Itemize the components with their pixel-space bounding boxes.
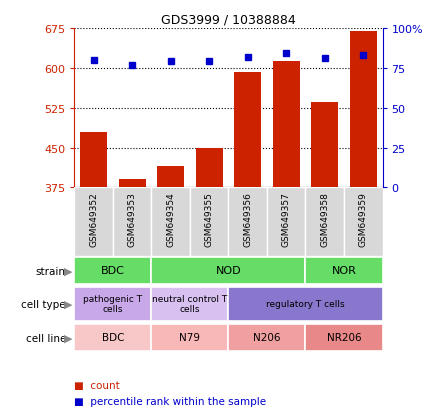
Text: pathogenic T
cells: pathogenic T cells (83, 294, 142, 313)
Bar (190, 188, 229, 256)
Text: GSM649353: GSM649353 (128, 191, 137, 246)
Text: ▶: ▶ (64, 299, 72, 309)
Bar (196, 148, 223, 188)
Bar (74, 188, 113, 256)
Text: GSM649355: GSM649355 (205, 191, 214, 246)
Bar (306, 324, 382, 351)
Bar (306, 257, 382, 284)
Text: ■  percentile rank within the sample: ■ percentile rank within the sample (74, 396, 266, 406)
Text: NOD: NOD (215, 265, 241, 275)
Bar (74, 324, 151, 351)
Bar (273, 62, 300, 188)
Text: BDC: BDC (101, 265, 125, 275)
Text: GSM649354: GSM649354 (166, 191, 175, 246)
Text: strain: strain (36, 266, 66, 276)
Title: GDS3999 / 10388884: GDS3999 / 10388884 (161, 13, 296, 26)
Bar (157, 167, 184, 188)
Text: ▶: ▶ (64, 333, 72, 343)
Bar (113, 188, 151, 256)
Text: BDC: BDC (102, 332, 124, 342)
Text: cell type: cell type (21, 299, 66, 309)
Text: NR206: NR206 (327, 332, 361, 342)
Bar (344, 188, 383, 256)
Bar (311, 103, 338, 188)
Bar (229, 324, 306, 351)
Text: GSM649352: GSM649352 (89, 191, 98, 246)
Text: GSM649359: GSM649359 (359, 191, 368, 246)
Text: GSM649357: GSM649357 (282, 191, 291, 246)
Bar (350, 31, 377, 188)
Bar (306, 188, 344, 256)
Bar (151, 257, 306, 284)
Bar (119, 180, 146, 188)
Bar (267, 188, 306, 256)
Text: GSM649358: GSM649358 (320, 191, 329, 246)
Text: N79: N79 (179, 332, 201, 342)
Bar (80, 132, 107, 188)
Bar (229, 188, 267, 256)
Text: N206: N206 (253, 332, 280, 342)
Bar (151, 324, 229, 351)
Text: neutral control T
cells: neutral control T cells (152, 294, 227, 313)
Bar (151, 188, 190, 256)
Bar (74, 257, 151, 284)
Text: GSM649356: GSM649356 (243, 191, 252, 246)
Bar (151, 287, 229, 321)
Text: regulatory T cells: regulatory T cells (266, 299, 345, 308)
Bar (234, 73, 261, 188)
Text: ▶: ▶ (64, 266, 72, 276)
Text: NOR: NOR (332, 265, 357, 275)
Bar (229, 287, 382, 321)
Bar (74, 287, 151, 321)
Text: ■  count: ■ count (74, 380, 120, 390)
Text: cell line: cell line (26, 333, 66, 343)
